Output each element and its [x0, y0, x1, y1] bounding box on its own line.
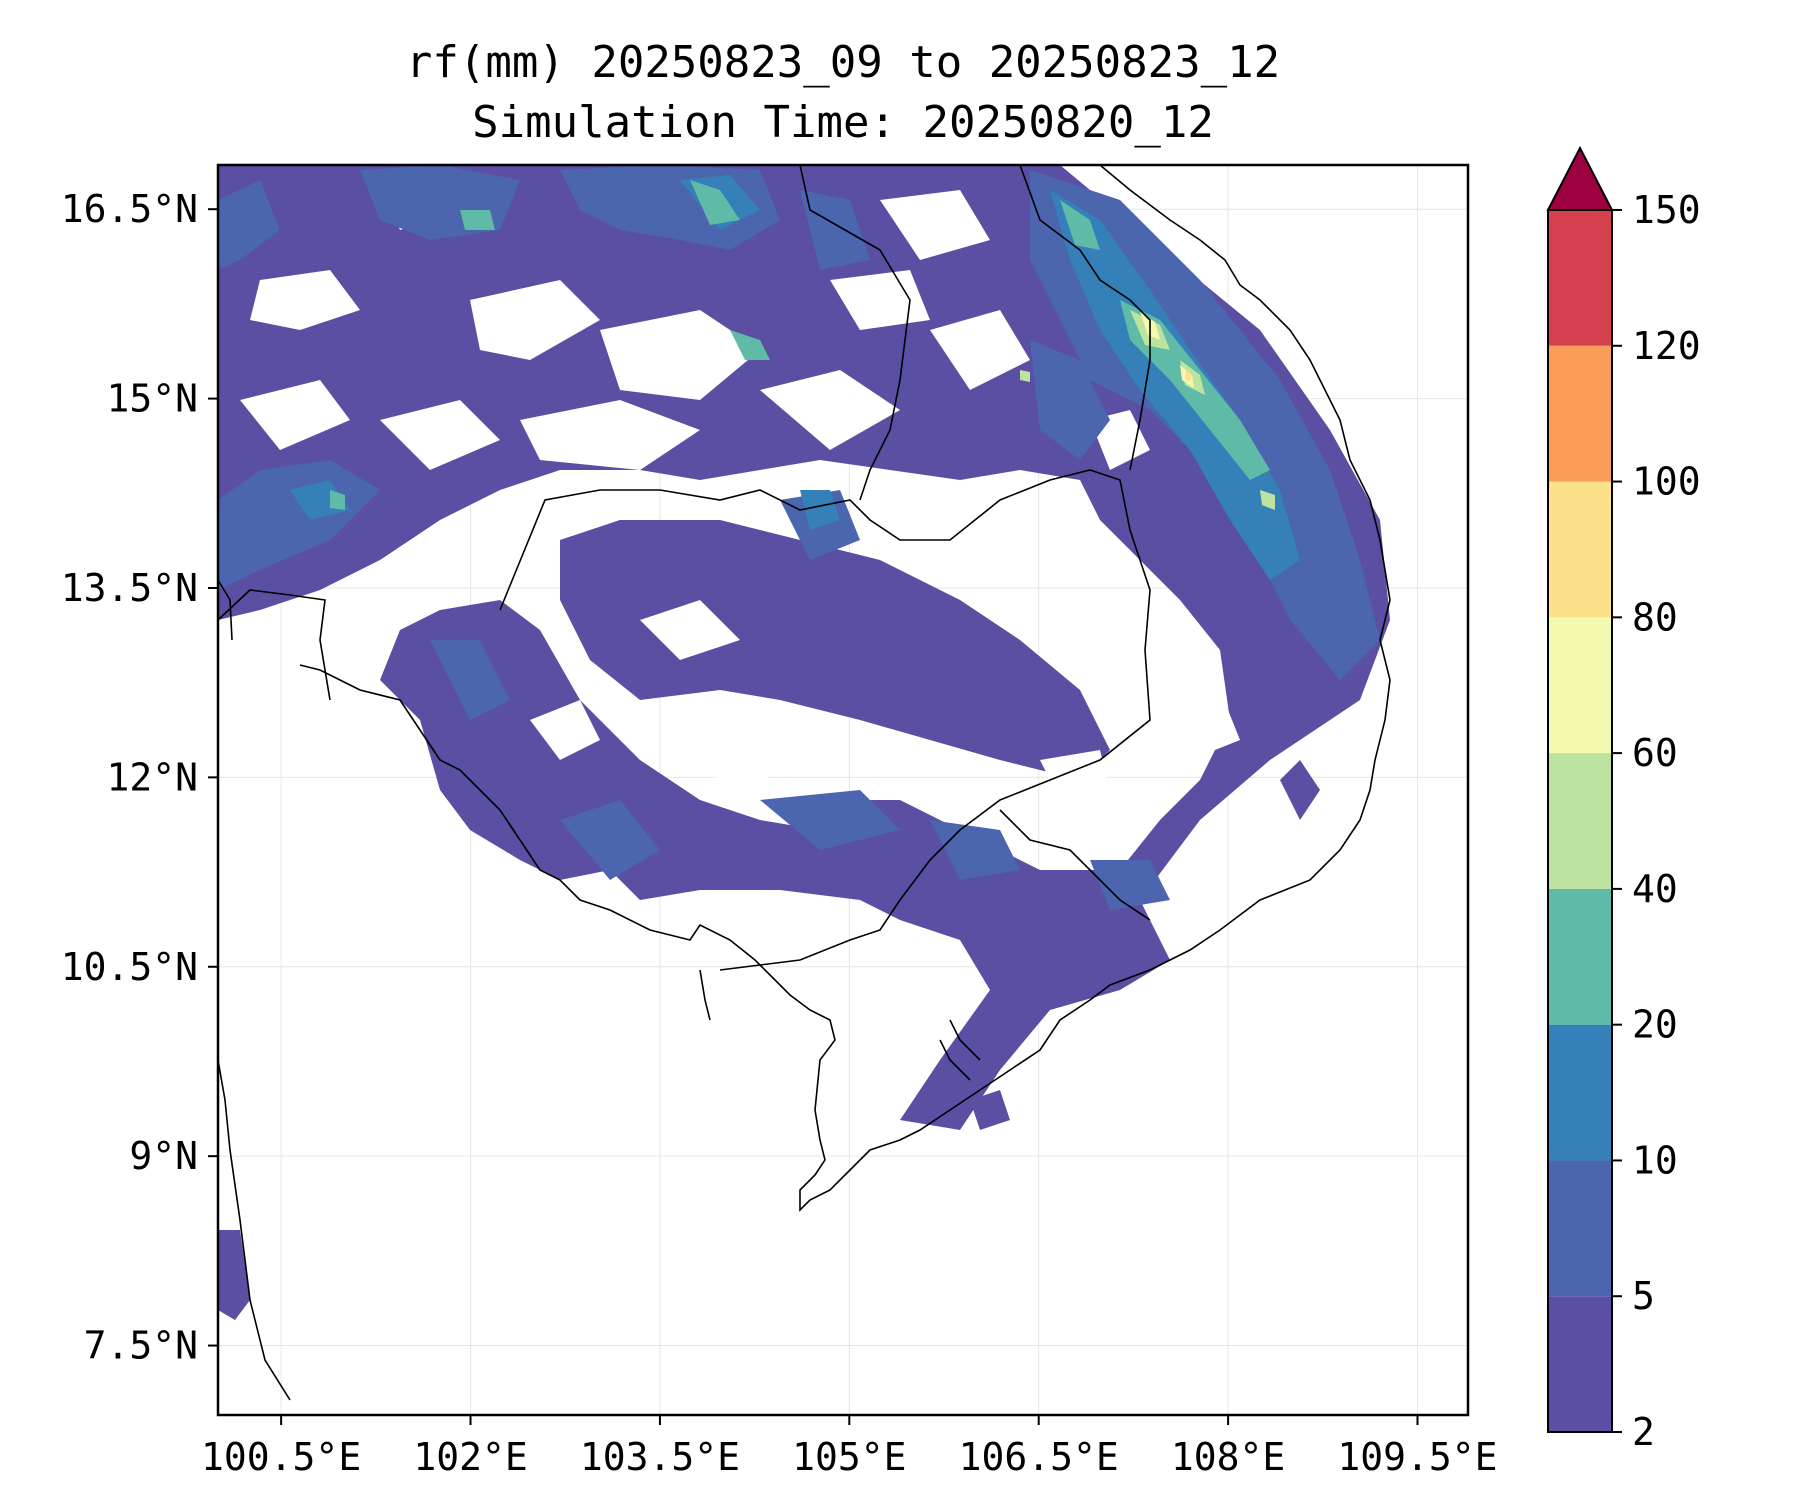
- x-axis-ticks: 100.5°E 102°E 103.5°E 105°E 106.5°E 108°E 109.…: [201, 1415, 1498, 1479]
- colorbar-segment: [1548, 753, 1612, 889]
- map-title-line1: rf(mm) 20250823_09 to 20250823_12: [405, 37, 1281, 88]
- colorbar-segment: [1548, 1024, 1612, 1161]
- colorbar-tick-label: 100: [1632, 460, 1701, 504]
- x-tick-label: 108°E: [1171, 1435, 1285, 1479]
- colorbar-tick-label: 10: [1632, 1138, 1678, 1182]
- x-tick-label: 105°E: [792, 1435, 906, 1479]
- x-tick-label: 103.5°E: [580, 1435, 740, 1479]
- colorbar-segment: [1548, 481, 1612, 618]
- x-tick-label: 100.5°E: [201, 1435, 361, 1479]
- colorbar-segment: [1548, 210, 1612, 346]
- colorbar-tick-label: 60: [1632, 731, 1678, 775]
- colorbar-segment: [1548, 345, 1612, 482]
- y-tick-label: 7.5°N: [84, 1324, 198, 1368]
- y-tick-label: 9°N: [129, 1134, 198, 1178]
- x-tick-label: 109.5°E: [1337, 1435, 1497, 1479]
- colorbar-extend-arrow: [1546, 145, 1614, 211]
- colorbar-tick-label: 80: [1632, 595, 1678, 639]
- map-panel: 100.5°E 102°E 103.5°E 105°E 106.5°E 108°E 109.…: [61, 163, 1498, 1479]
- colorbar-tick-label: 5: [1632, 1274, 1655, 1318]
- colorbar-tick-label: 150: [1632, 188, 1701, 232]
- colorbar: 2 5 10 20 40 60 80 100 120 150: [1546, 145, 1701, 1454]
- y-tick-label: 16.5°N: [61, 187, 198, 231]
- y-tick-label: 12°N: [106, 755, 198, 799]
- map-frame: [216, 163, 1470, 1417]
- y-tick-label: 15°N: [106, 377, 198, 421]
- colorbar-segment: [1548, 617, 1612, 754]
- colorbar-segment: [1548, 1160, 1612, 1297]
- colorbar-tick-label: 2: [1632, 1410, 1655, 1454]
- x-tick-label: 102°E: [413, 1435, 527, 1479]
- y-axis-ticks: 16.5°N 15°N 13.5°N 12°N 10.5°N 9°N 7.5°N: [61, 187, 218, 1368]
- colorbar-frame: [1547, 209, 1613, 1433]
- x-tick-label: 106.5°E: [959, 1435, 1119, 1479]
- y-tick-label: 13.5°N: [61, 566, 198, 610]
- colorbar-segment: [1548, 1296, 1612, 1432]
- colorbar-tick-label: 40: [1632, 867, 1678, 911]
- colorbar-tick-label: 120: [1632, 324, 1701, 368]
- map-title-line2: Simulation Time: 20250820_12: [472, 97, 1214, 148]
- colorbar-tick-label: 20: [1632, 1003, 1678, 1047]
- colorbar-segment: [1548, 888, 1612, 1025]
- y-tick-label: 10.5°N: [61, 945, 198, 989]
- rainfall-contours: [218, 165, 1390, 1320]
- coastlines-and-borders: [218, 165, 1391, 1401]
